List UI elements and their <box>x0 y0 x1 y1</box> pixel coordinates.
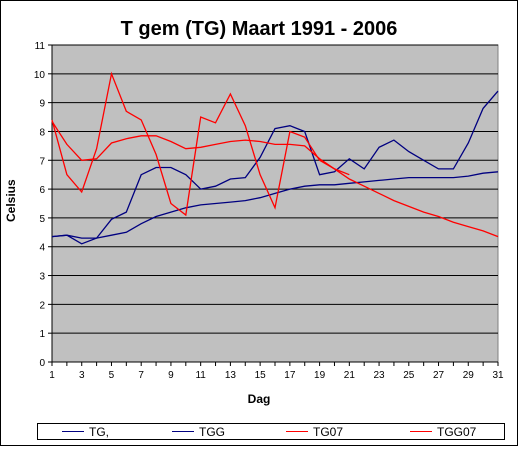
legend-label-tgg07: TGG07 <box>437 425 477 439</box>
x-tick-label: 31 <box>492 370 504 381</box>
y-tick-label: 11 <box>35 41 46 52</box>
x-tick-label: 13 <box>225 370 237 381</box>
legend: TG, TGG TG07 TGG07 <box>37 423 505 440</box>
x-tick-label: 5 <box>109 370 115 381</box>
y-tick-label: 5 <box>39 214 45 225</box>
y-tick-label: 4 <box>39 243 45 254</box>
x-tick-label: 21 <box>344 370 356 381</box>
y-tick-label: 3 <box>39 272 45 283</box>
legend-label-tg07: TG07 <box>313 425 344 439</box>
x-tick-label: 19 <box>314 370 326 381</box>
series-line-tgg <box>51 171 499 239</box>
series-line-tg <box>51 90 499 245</box>
plot-area <box>51 44 499 363</box>
x-tick-label: 1 <box>49 370 55 381</box>
y-tick-label: 10 <box>34 70 46 81</box>
chart-title: T gem (TG) Maart 1991 - 2006 <box>120 18 398 40</box>
x-tick-label: 7 <box>138 370 144 381</box>
y-axis-label: Celsius <box>4 179 18 222</box>
legend-swatch-tg <box>62 431 84 432</box>
y-tick-label: 2 <box>39 300 45 311</box>
y-tick-label: 8 <box>39 127 45 138</box>
series-line-tgg07 <box>51 121 499 238</box>
y-tick-label: 9 <box>39 99 45 110</box>
legend-swatch-tgg <box>172 431 194 432</box>
series-line-tg07 <box>51 71 350 217</box>
y-tick-label: 7 <box>39 156 45 167</box>
x-tick-label: 25 <box>403 370 415 381</box>
legend-label-tg: TG, <box>89 425 109 439</box>
y-tick-label: 1 <box>39 329 45 340</box>
x-tick-label: 29 <box>463 370 475 381</box>
x-tick-label: 3 <box>79 370 85 381</box>
x-tick-label: 23 <box>374 370 386 381</box>
legend-swatch-tg07 <box>286 431 308 432</box>
x-tick-label: 11 <box>195 370 206 381</box>
x-tick-label: 9 <box>168 370 174 381</box>
legend-swatch-tgg07 <box>410 431 432 432</box>
x-tick-label: 17 <box>284 370 296 381</box>
x-axis-label: Dag <box>247 392 271 406</box>
legend-label-tgg: TGG <box>199 425 225 439</box>
y-tick-label: 0 <box>39 358 45 369</box>
x-tick-label: 15 <box>255 370 267 381</box>
x-tick-label: 27 <box>433 370 445 381</box>
y-tick-label: 6 <box>39 185 45 196</box>
